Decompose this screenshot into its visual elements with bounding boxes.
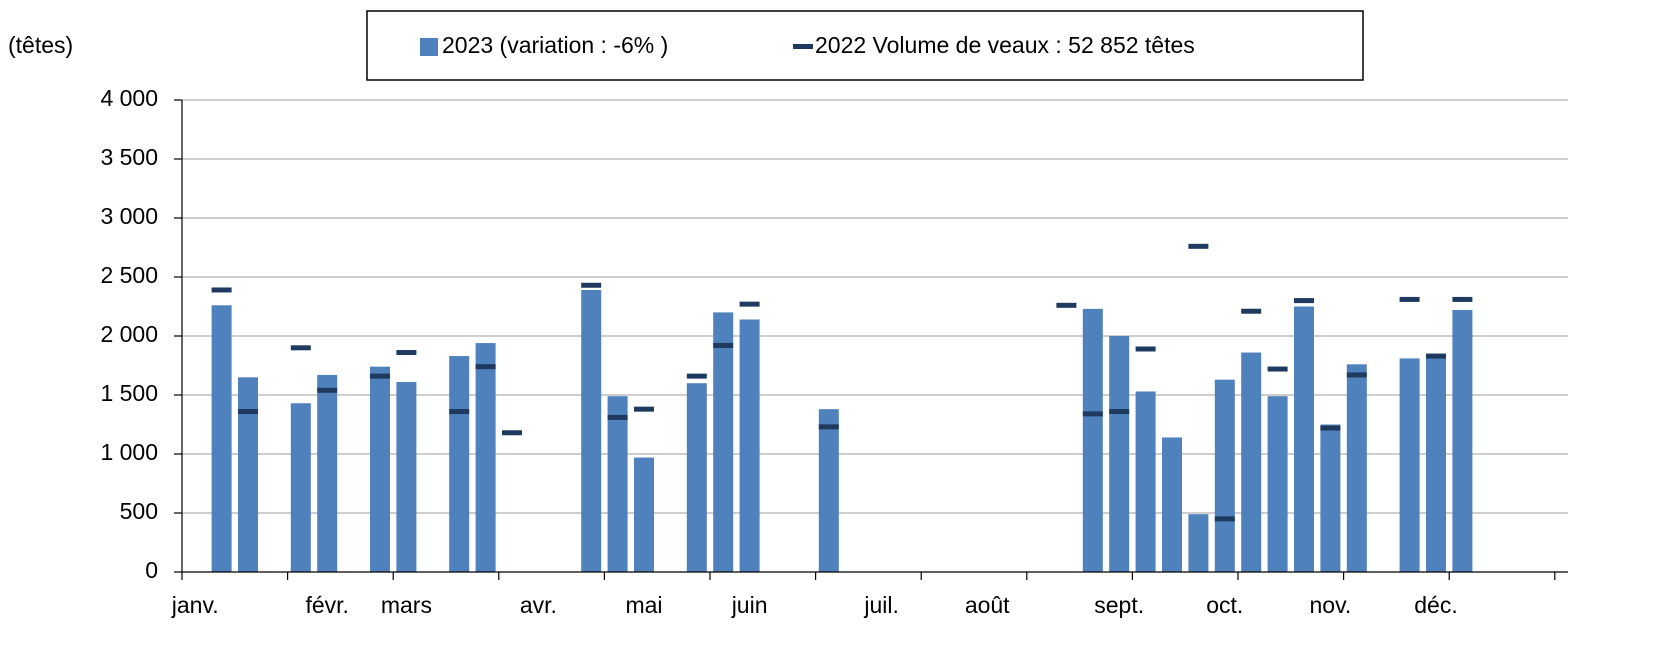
bar (1188, 514, 1209, 572)
x-tick-label: janv. (171, 592, 219, 618)
bar (1241, 352, 1262, 572)
x-tick-label: avr. (520, 592, 557, 618)
marker (1241, 308, 1262, 314)
marker (1082, 411, 1103, 417)
bar (211, 305, 232, 572)
legend-swatch (793, 44, 813, 49)
marker (1214, 516, 1235, 522)
bar (1426, 354, 1446, 572)
x-tick-label: févr. (305, 592, 348, 618)
y-tick-label: 1 000 (100, 439, 158, 465)
bar (238, 377, 258, 572)
legend-box (366, 10, 1364, 81)
marker (396, 350, 417, 356)
bar (449, 356, 470, 572)
y-tick-label: 2 500 (100, 262, 158, 288)
x-tick-label: sept. (1094, 592, 1144, 618)
marker (475, 364, 496, 370)
bar (1162, 437, 1182, 572)
marker (1267, 366, 1288, 372)
bar (607, 396, 628, 572)
bar (1214, 379, 1235, 572)
bar (1082, 308, 1103, 572)
marker (1188, 243, 1209, 249)
marker (1135, 346, 1156, 352)
bar (581, 289, 602, 572)
legend-label: 2023 (variation : -6% ) (442, 32, 668, 58)
marker (1426, 353, 1446, 359)
x-tick-label: juil. (863, 592, 899, 618)
bar (317, 374, 338, 572)
x-tick-label: oct. (1206, 592, 1243, 618)
marker (1346, 372, 1367, 378)
marker (634, 406, 654, 412)
marker (607, 414, 628, 420)
marker (1452, 296, 1473, 302)
bar (1346, 364, 1367, 572)
marker (1294, 298, 1314, 304)
marker (739, 301, 760, 307)
bar (290, 403, 311, 572)
y-axis-label: (têtes) (8, 32, 73, 58)
bar (396, 382, 417, 572)
x-tick-label: nov. (1310, 592, 1352, 618)
bar (739, 319, 760, 572)
marker (581, 282, 602, 288)
y-tick-label: 0 (145, 557, 158, 583)
marker (211, 287, 232, 293)
marker (818, 424, 839, 430)
x-tick-label: août (965, 592, 1010, 618)
y-tick-label: 3 000 (100, 203, 158, 229)
y-tick-label: 2 000 (100, 321, 158, 347)
y-tick-label: 500 (120, 498, 158, 524)
bar (1399, 358, 1420, 572)
x-tick-label: juin (731, 592, 768, 618)
marker (370, 373, 390, 379)
marker (1056, 302, 1077, 308)
bar (1135, 391, 1156, 572)
bar (1267, 396, 1288, 572)
marker (713, 342, 734, 348)
bar (475, 343, 496, 572)
x-tick-label: mars (381, 592, 432, 618)
y-tick-label: 3 500 (100, 144, 158, 170)
bar (713, 312, 734, 572)
y-tick-label: 1 500 (100, 380, 158, 406)
bar (370, 366, 390, 572)
legend-swatch (420, 38, 438, 56)
marker (1320, 425, 1341, 431)
bar (1452, 310, 1473, 572)
bar (1109, 336, 1130, 572)
marker (502, 430, 522, 436)
legend-label: 2022 Volume de veaux : 52 852 têtes (815, 32, 1195, 58)
marker (290, 345, 311, 351)
x-tick-label: mai (625, 592, 662, 618)
x-tick-label: déc. (1414, 592, 1457, 618)
marker (238, 409, 258, 415)
bar (1320, 424, 1341, 572)
bar (634, 457, 654, 572)
marker (686, 373, 707, 379)
marker (1109, 409, 1130, 415)
y-tick-label: 4 000 (100, 85, 158, 111)
bar (818, 409, 839, 572)
marker (449, 409, 470, 415)
bar (1294, 306, 1314, 572)
bar (686, 383, 707, 572)
marker (317, 387, 338, 393)
marker (1399, 296, 1420, 302)
